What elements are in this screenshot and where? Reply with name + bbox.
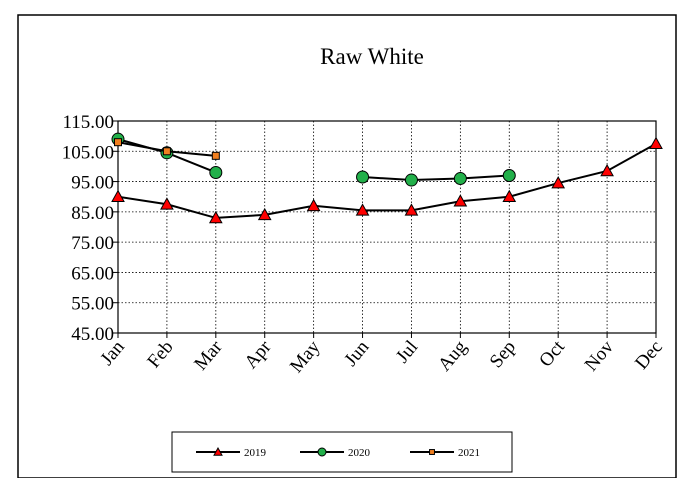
data-point bbox=[404, 173, 418, 187]
chart-title: Raw White bbox=[320, 44, 424, 69]
series-layer bbox=[111, 132, 663, 224]
y-tick-label: 45.00 bbox=[71, 324, 114, 345]
data-point bbox=[211, 151, 220, 160]
series-line bbox=[117, 142, 657, 219]
legend-label-2020: 2020 bbox=[348, 447, 371, 459]
data-point bbox=[162, 147, 171, 156]
y-axis-tick-labels: 115.00 105.00 95.00 85.00 75.00 65.00 55.00 45.… bbox=[62, 112, 118, 345]
series-2019 bbox=[111, 136, 663, 224]
y-tick-label: 95.00 bbox=[71, 173, 114, 194]
data-point bbox=[317, 447, 327, 457]
data-point bbox=[356, 170, 370, 184]
data-point bbox=[502, 189, 517, 203]
data-point bbox=[551, 176, 566, 189]
data-point bbox=[114, 138, 122, 147]
data-point bbox=[208, 210, 223, 224]
data-point bbox=[355, 203, 370, 216]
y-tick-label: 85.00 bbox=[71, 203, 114, 224]
data-point bbox=[160, 197, 174, 210]
data-point bbox=[502, 169, 516, 183]
data-point bbox=[209, 165, 223, 179]
plot-area bbox=[117, 120, 657, 334]
y-tick-label: 75.00 bbox=[71, 233, 114, 254]
y-tick-label: 65.00 bbox=[71, 263, 114, 284]
series-line bbox=[362, 174, 510, 182]
data-point bbox=[600, 163, 614, 177]
data-point bbox=[649, 136, 663, 150]
data-point bbox=[306, 198, 321, 212]
data-point bbox=[453, 194, 468, 207]
y-tick-label: 115.00 bbox=[62, 112, 114, 133]
legend-label-2021: 2021 bbox=[458, 447, 480, 459]
legend-label-2019: 2019 bbox=[244, 447, 267, 459]
data-point bbox=[404, 203, 419, 216]
data-point bbox=[213, 446, 223, 456]
legend-items: 2019 2020 2021 bbox=[196, 446, 480, 459]
data-point bbox=[429, 449, 435, 455]
series-2021 bbox=[114, 138, 220, 160]
data-point bbox=[111, 189, 125, 203]
y-tick-label: 105.00 bbox=[62, 142, 114, 163]
data-point bbox=[257, 207, 272, 221]
y-tick-label: 55.00 bbox=[71, 294, 114, 315]
data-point bbox=[453, 172, 467, 186]
